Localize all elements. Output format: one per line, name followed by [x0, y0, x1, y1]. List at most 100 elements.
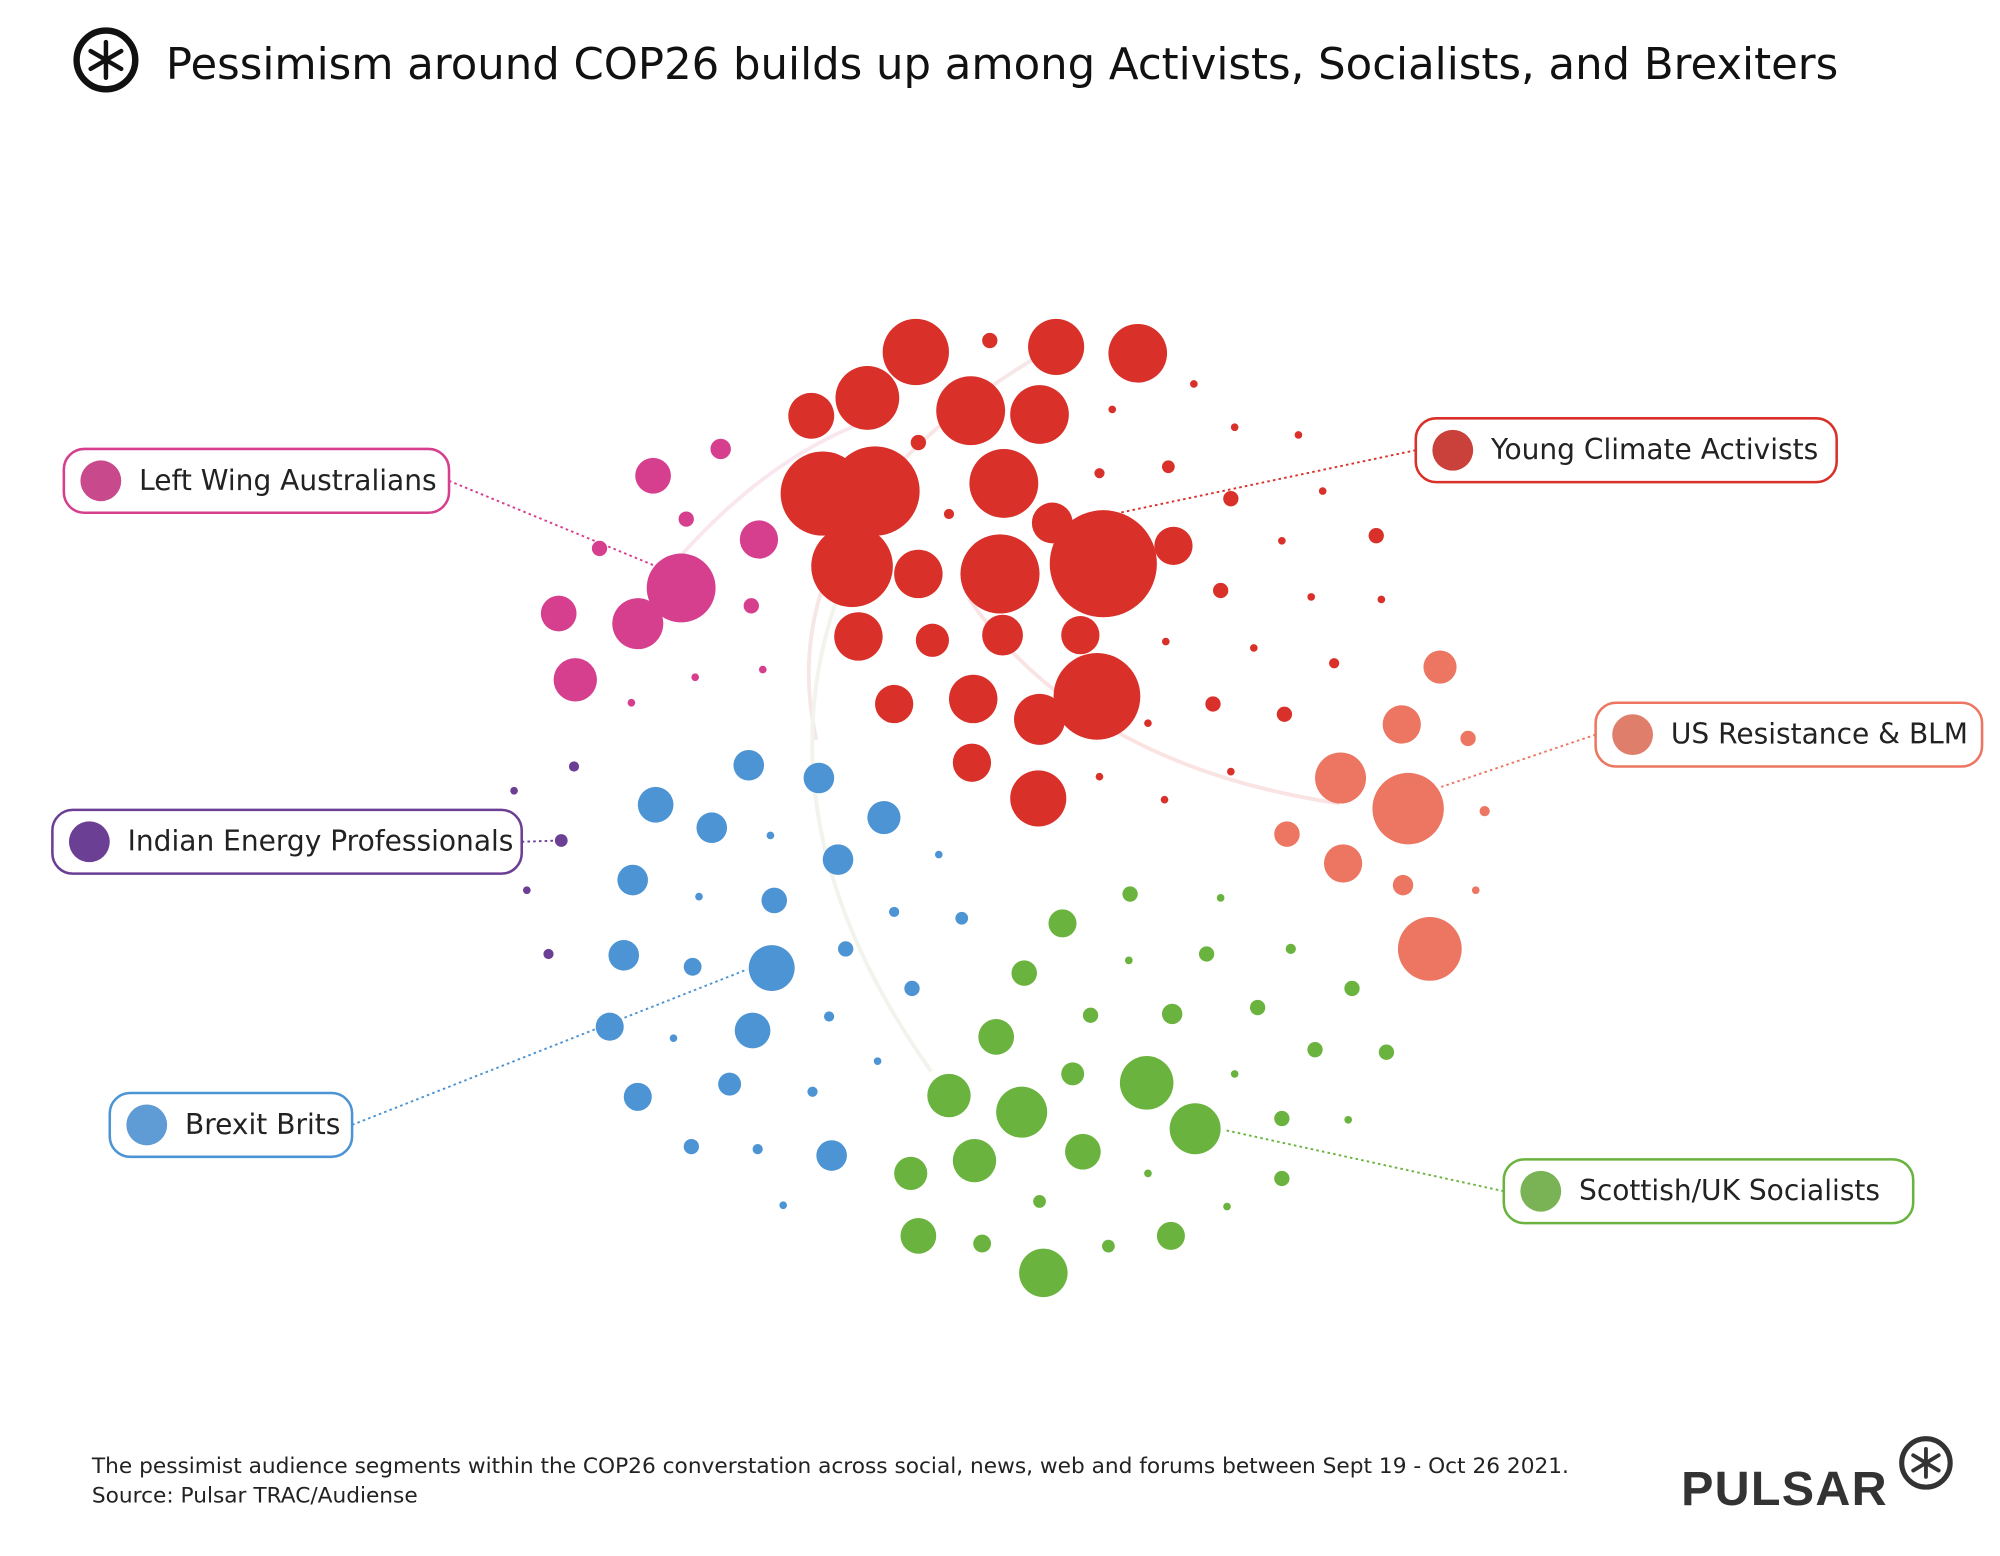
leader-line-green: [1224, 1129, 1504, 1193]
bubble-green: [978, 1019, 1015, 1055]
label-text: Indian Energy Professionals: [128, 825, 514, 858]
bubble-red: [1061, 616, 1100, 655]
bubble-green: [1230, 1070, 1239, 1078]
connection-arc: [674, 419, 869, 563]
bubble-red: [1294, 431, 1303, 439]
bubble-purple: [568, 761, 580, 772]
label-box: [1502, 1158, 1915, 1225]
bubble-pink: [739, 520, 779, 559]
bubble-red: [952, 743, 992, 782]
segment-label-red[interactable]: Young Climate Activists: [1414, 417, 1838, 484]
bubble-red: [1049, 510, 1157, 618]
leader-line-blue: [351, 968, 748, 1126]
bubble-green: [1198, 946, 1215, 962]
bubble-blue: [623, 1082, 652, 1111]
segment-label-green[interactable]: Scottish/UK Socialists: [1502, 1158, 1915, 1225]
leader-line-red: [1119, 449, 1416, 514]
bubble-pink: [591, 540, 608, 557]
bubble-blue: [955, 911, 969, 925]
bubble-red: [835, 366, 900, 430]
bubble-green: [1344, 980, 1360, 997]
bubble-pink: [710, 438, 731, 460]
bubble-red: [982, 614, 1023, 656]
bubble-red: [875, 684, 914, 724]
leader-lines: [351, 449, 1596, 1193]
bubble-green: [1216, 894, 1225, 902]
bubble-pink: [646, 553, 716, 623]
bubble-red: [1095, 772, 1104, 781]
bubble-blue: [822, 844, 854, 875]
bubble-blue: [617, 864, 648, 896]
label-text: Young Climate Activists: [1490, 433, 1818, 466]
bubble-green: [1161, 1003, 1183, 1025]
label-box: [1414, 417, 1838, 484]
bubble-blue: [838, 941, 854, 957]
legend-swatch-icon: [1612, 714, 1654, 756]
bubble-red: [1190, 380, 1198, 388]
bubble-red: [936, 376, 1006, 446]
bubble-salmon: [1315, 752, 1367, 804]
bubble-purple: [554, 834, 568, 847]
bubble-red: [910, 434, 927, 451]
bubble-blue: [816, 1140, 847, 1171]
bubble-blue: [608, 939, 640, 971]
bubble-pink: [540, 595, 577, 632]
bubble-red: [894, 549, 943, 599]
bubble-blue: [934, 850, 943, 859]
segment-label-purple[interactable]: Indian Energy Professionals: [51, 808, 523, 875]
footnote: The pessimist audience segments within t…: [91, 1454, 1569, 1479]
bubble-blue: [779, 1201, 788, 1210]
bubble-pink: [691, 673, 700, 682]
bubble-salmon: [1460, 730, 1476, 747]
label-text: US Resistance & BLM: [1671, 718, 1968, 751]
segment-label-blue[interactable]: Brexit Brits: [108, 1091, 354, 1159]
leader-line-pink: [448, 479, 654, 566]
bubble-green: [1033, 1195, 1046, 1208]
bubble-green: [1119, 1056, 1174, 1110]
bubble-red: [948, 674, 998, 724]
label-box: [51, 808, 523, 875]
bubble-salmon: [1323, 844, 1363, 883]
segment-label-salmon[interactable]: US Resistance & BLM: [1594, 701, 1984, 768]
bubble-green: [973, 1234, 992, 1253]
bubble-red: [1227, 767, 1235, 776]
segment-label-pink[interactable]: Left Wing Australians: [62, 447, 451, 514]
bubble-green: [1102, 1239, 1115, 1253]
bubble-red: [811, 525, 893, 608]
bubble-pink: [553, 658, 597, 702]
bubble-red: [1377, 595, 1386, 604]
bubble-salmon: [1397, 917, 1462, 981]
bubble-pink: [635, 457, 671, 494]
bubble-green: [900, 1218, 937, 1254]
bubble-red: [1053, 653, 1141, 740]
bubble-red: [834, 612, 883, 661]
bubble-red: [1307, 593, 1316, 601]
page-title: Pessimism around COP26 builds up among A…: [166, 40, 1838, 90]
bubble-red: [1205, 696, 1221, 712]
bubble-green: [1307, 1042, 1323, 1058]
bubble-pink: [612, 598, 664, 650]
bubble-green: [1344, 1115, 1353, 1124]
bubble-red: [830, 446, 920, 536]
legend-swatch-icon: [1520, 1170, 1562, 1212]
bubble-purple: [510, 786, 518, 795]
bubble-salmon: [1471, 886, 1480, 895]
brand-logo-text: PULSAR: [1681, 1462, 1888, 1516]
bubble-blue: [748, 945, 795, 991]
bubble-green: [1019, 1248, 1068, 1298]
legend-swatch-icon: [80, 460, 122, 502]
bubble-green: [1378, 1044, 1395, 1060]
bubble-red: [1028, 318, 1085, 375]
bubble-red: [882, 318, 949, 386]
bubble-blue: [595, 1012, 624, 1041]
bubble-blue: [761, 887, 788, 914]
bubble-blue: [718, 1072, 742, 1096]
bubble-green: [1124, 956, 1133, 965]
bubble-pink: [758, 665, 767, 674]
bubble-green: [1048, 909, 1077, 938]
bubble-green: [927, 1073, 971, 1118]
bubble-green: [1156, 1221, 1185, 1250]
bubble-green: [1065, 1133, 1101, 1170]
bubble-blue: [637, 786, 674, 823]
